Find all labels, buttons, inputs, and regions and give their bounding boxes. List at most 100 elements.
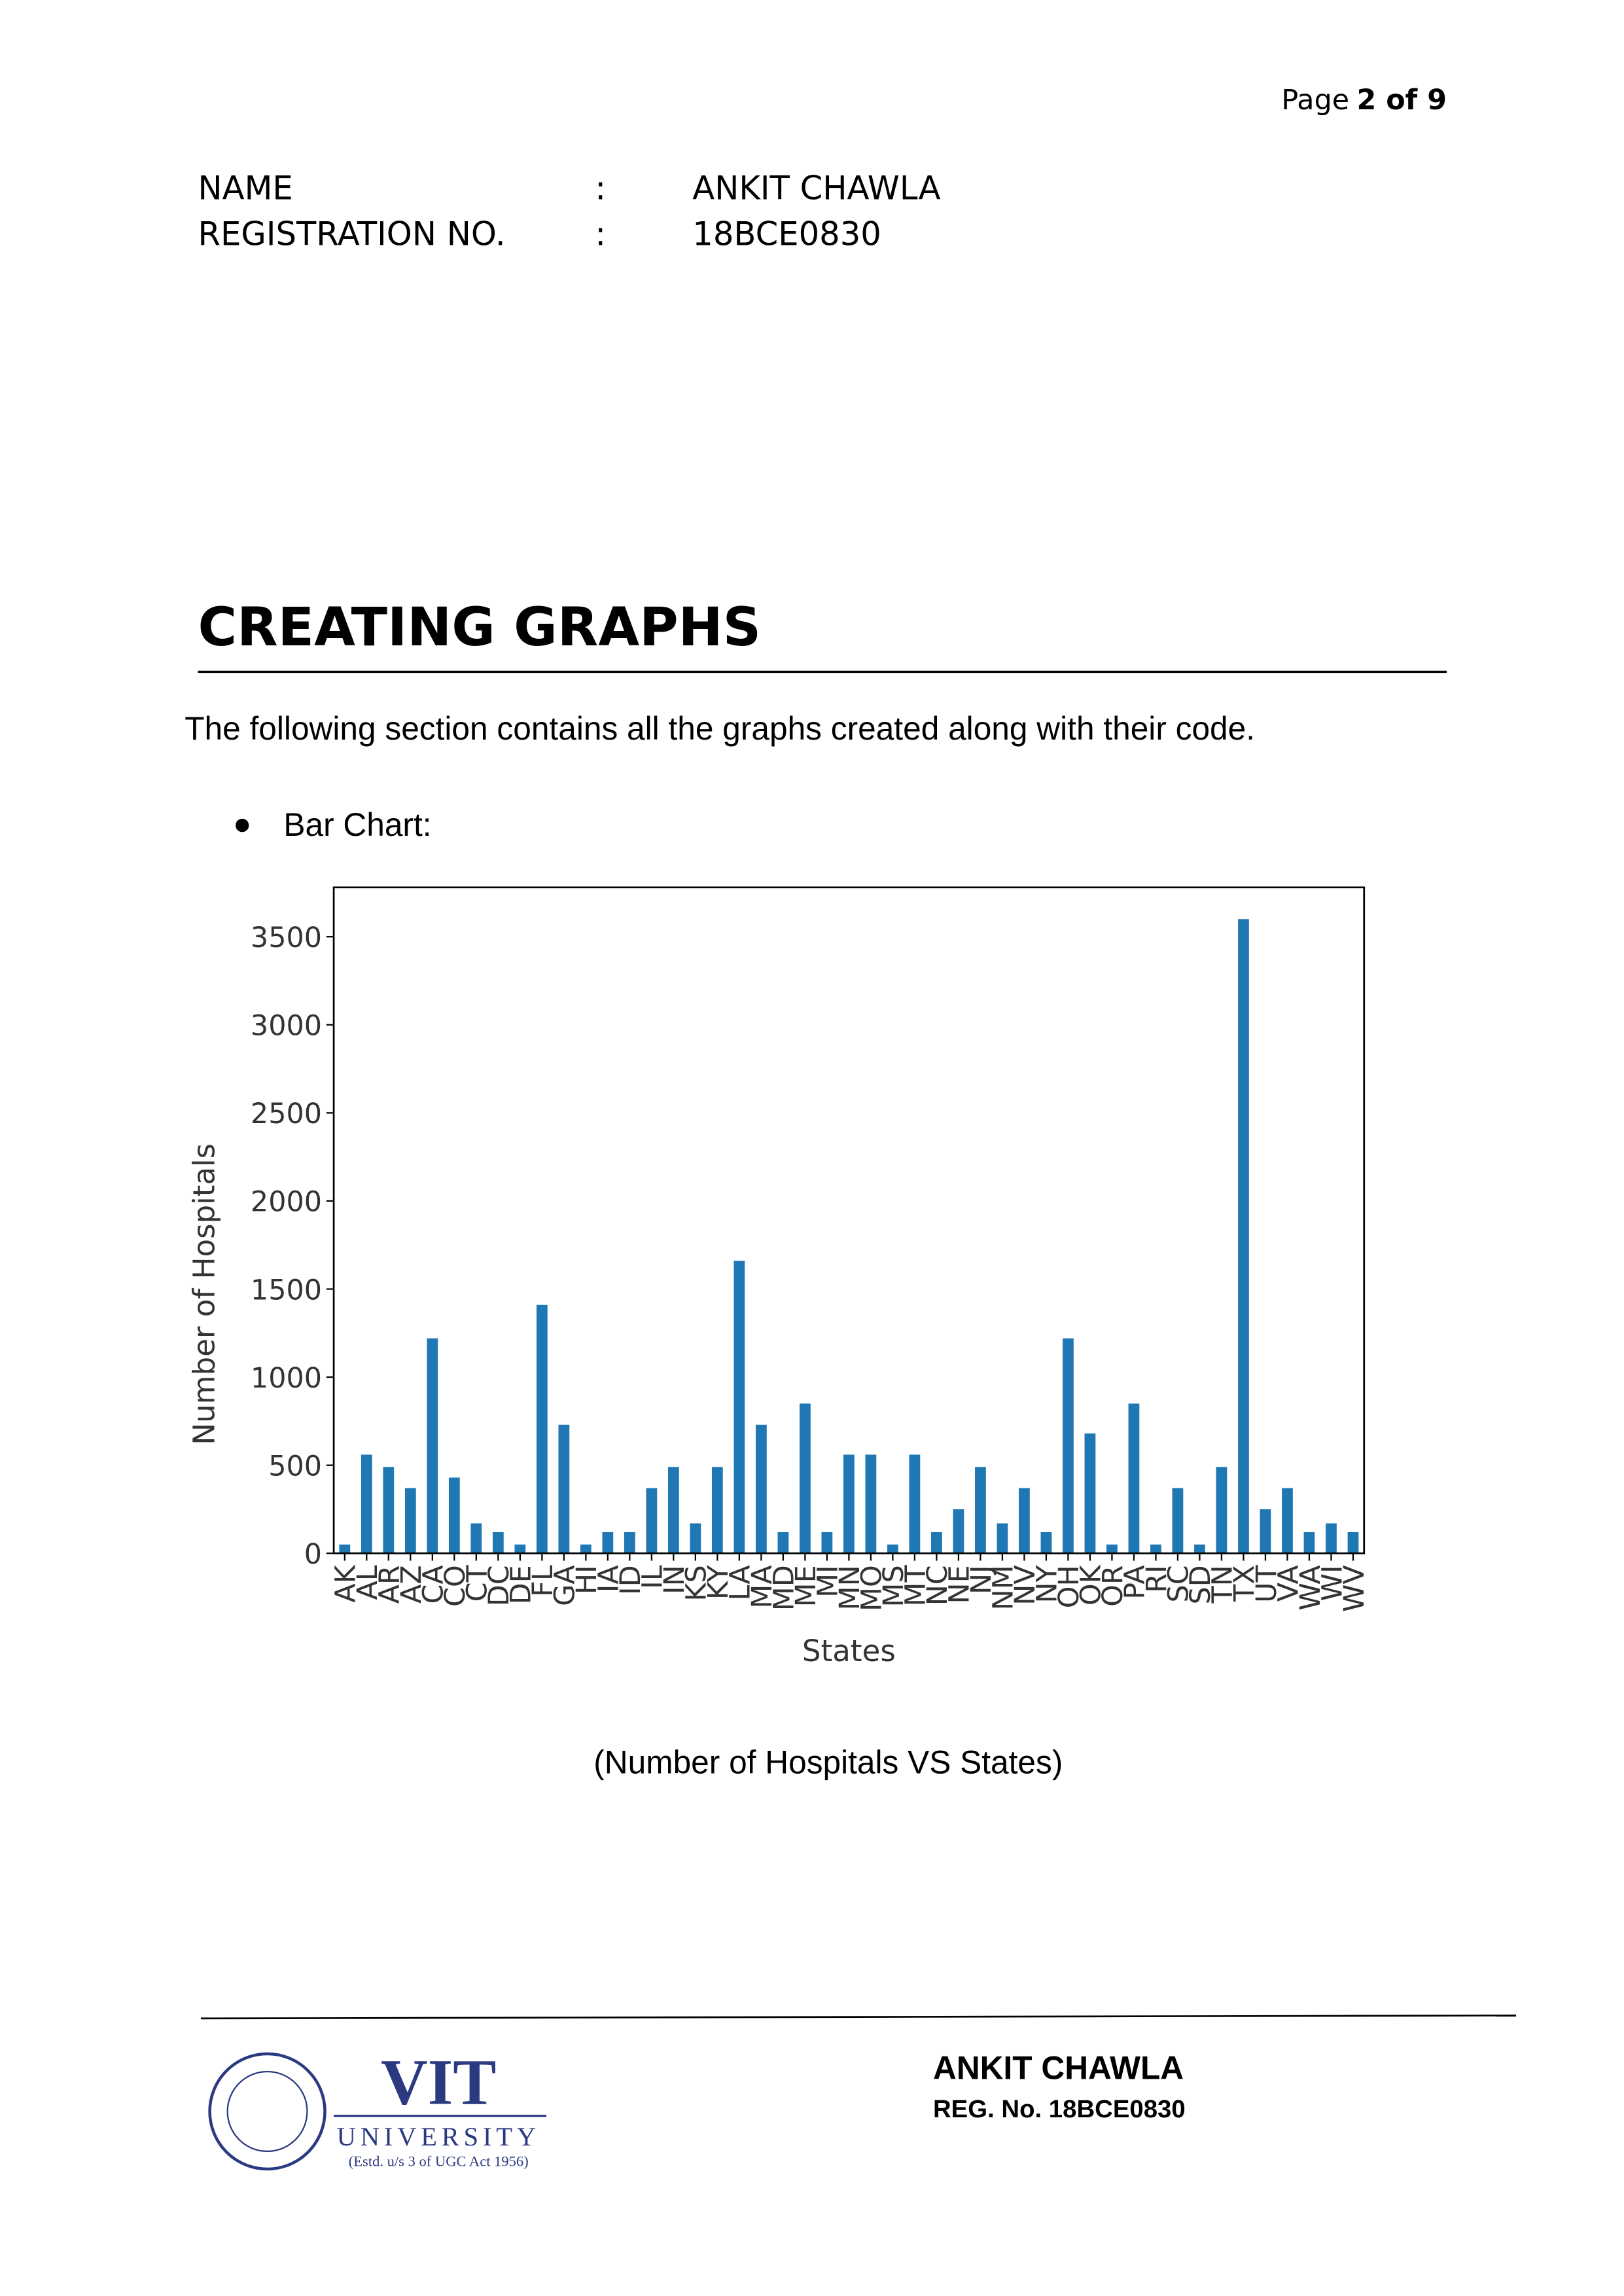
logo-seal-inner <box>226 2070 308 2153</box>
bar <box>1063 1338 1074 1554</box>
bar <box>1128 1403 1140 1554</box>
x-tick-label: AK <box>330 1564 362 1602</box>
x-tick-label: MD <box>768 1565 801 1611</box>
bar <box>536 1304 548 1554</box>
x-tick-label: OH <box>1053 1565 1086 1608</box>
bar <box>733 1261 745 1554</box>
x-tick-label: FL <box>527 1565 559 1597</box>
bar <box>1150 1544 1161 1554</box>
x-tick-label: CT <box>461 1564 494 1602</box>
y-tick-label: 3500 <box>251 922 322 954</box>
y-tick-label: 2000 <box>251 1186 322 1219</box>
x-tick-label: AZ <box>395 1565 428 1604</box>
y-tick-label: 0 <box>304 1538 322 1571</box>
bar <box>1194 1544 1205 1554</box>
y-tick-label: 1500 <box>251 1274 322 1306</box>
bar <box>404 1488 416 1554</box>
y-tick-label: 500 <box>268 1450 322 1482</box>
bar <box>646 1488 658 1554</box>
footer-rule <box>201 2015 1517 2020</box>
bullet-dot <box>236 818 249 833</box>
x-tick-label: NM <box>987 1565 1020 1610</box>
bar <box>931 1532 942 1554</box>
bar <box>800 1403 811 1554</box>
x-tick-label: IA <box>593 1565 626 1592</box>
bar <box>997 1523 1008 1554</box>
x-tick-label: DC <box>483 1565 516 1606</box>
field-sep: : <box>595 170 606 207</box>
bar <box>361 1454 372 1554</box>
field-label: REGISTRATION NO. <box>198 215 506 253</box>
y-axis-label: Number of Hospitals <box>186 1143 221 1445</box>
section-title: CREATING GRAPHS <box>198 597 762 658</box>
y-tick-label: 3000 <box>251 1010 322 1043</box>
x-tick-label: KS <box>680 1565 713 1601</box>
x-tick-label: MO <box>856 1565 889 1611</box>
bar <box>1260 1509 1271 1554</box>
x-tick-label: CA <box>417 1565 450 1604</box>
bar <box>1172 1488 1184 1554</box>
x-tick-label: MS <box>877 1565 910 1607</box>
x-tick-label: LA <box>724 1565 757 1600</box>
x-tick-label: AR <box>374 1565 406 1604</box>
x-tick-label: SC <box>1163 1565 1195 1602</box>
bar <box>427 1338 438 1554</box>
logo-subtitle: UNIVERSITY <box>337 2122 540 2151</box>
bar <box>756 1424 767 1554</box>
bar <box>1084 1433 1096 1554</box>
x-tick-label: WV <box>1338 1565 1371 1612</box>
x-tick-label: OK <box>1075 1564 1108 1605</box>
chart: 0 500 1000 1500 2000 2500 3000 3500 AKALARAZCACO… <box>186 886 1371 1668</box>
bar <box>514 1544 526 1554</box>
page-number: 2 of 9 <box>1356 84 1447 117</box>
x-tick-label: NE <box>944 1565 976 1604</box>
bar <box>667 1467 679 1554</box>
bar <box>865 1454 877 1554</box>
bar <box>1019 1488 1030 1554</box>
bar <box>1303 1532 1315 1554</box>
x-tick-label: TX <box>1228 1565 1261 1602</box>
x-tick-label: HI <box>571 1565 603 1594</box>
bar <box>580 1544 591 1554</box>
logo: VIT UNIVERSITY (Estd. u/s 3 of UGC Act 1… <box>208 2047 546 2171</box>
logo-seal <box>208 2052 327 2171</box>
x-tick-label: WI <box>1316 1565 1349 1601</box>
x-tick-label: IN <box>658 1565 691 1594</box>
bar <box>1238 919 1249 1554</box>
y-tick-label: 1000 <box>251 1362 322 1395</box>
x-tick-label: AL <box>351 1565 384 1600</box>
x-tick-label: PA <box>1119 1565 1152 1599</box>
x-tick-label: NV <box>1009 1565 1042 1605</box>
x-tick-label: MI <box>812 1565 845 1598</box>
bar <box>558 1424 570 1554</box>
bar <box>712 1467 723 1554</box>
footer-reg: REG. No. 18BCE0830 <box>933 2095 1186 2123</box>
bar <box>953 1509 964 1554</box>
x-tick-label: OR <box>1097 1565 1129 1607</box>
field-label: NAME <box>198 170 293 207</box>
x-tick-label: DE <box>505 1565 538 1604</box>
field-value: ANKIT CHAWLA <box>692 170 940 207</box>
bar <box>777 1532 789 1554</box>
x-tick-label: MN <box>834 1565 866 1610</box>
x-tick-label: MA <box>746 1565 779 1608</box>
plot-frame <box>332 886 1366 1554</box>
x-tick-label: WA <box>1294 1565 1327 1610</box>
y-tick-label: 2500 <box>251 1098 322 1130</box>
x-tick-label: IL <box>637 1565 669 1589</box>
bar <box>1282 1488 1293 1554</box>
intro: The following section contains all the g… <box>185 710 1255 747</box>
x-axis-label: States <box>802 1634 896 1668</box>
x-tick-label: NC <box>921 1565 954 1605</box>
x-tick-label: RI <box>1140 1565 1173 1592</box>
bar <box>887 1544 898 1554</box>
bar <box>1216 1467 1227 1554</box>
bar <box>1106 1544 1118 1554</box>
bar <box>1326 1523 1337 1554</box>
bar <box>448 1477 460 1554</box>
bar <box>909 1454 921 1554</box>
x-tick-label: SD <box>1184 1565 1217 1604</box>
bar <box>1040 1532 1052 1554</box>
